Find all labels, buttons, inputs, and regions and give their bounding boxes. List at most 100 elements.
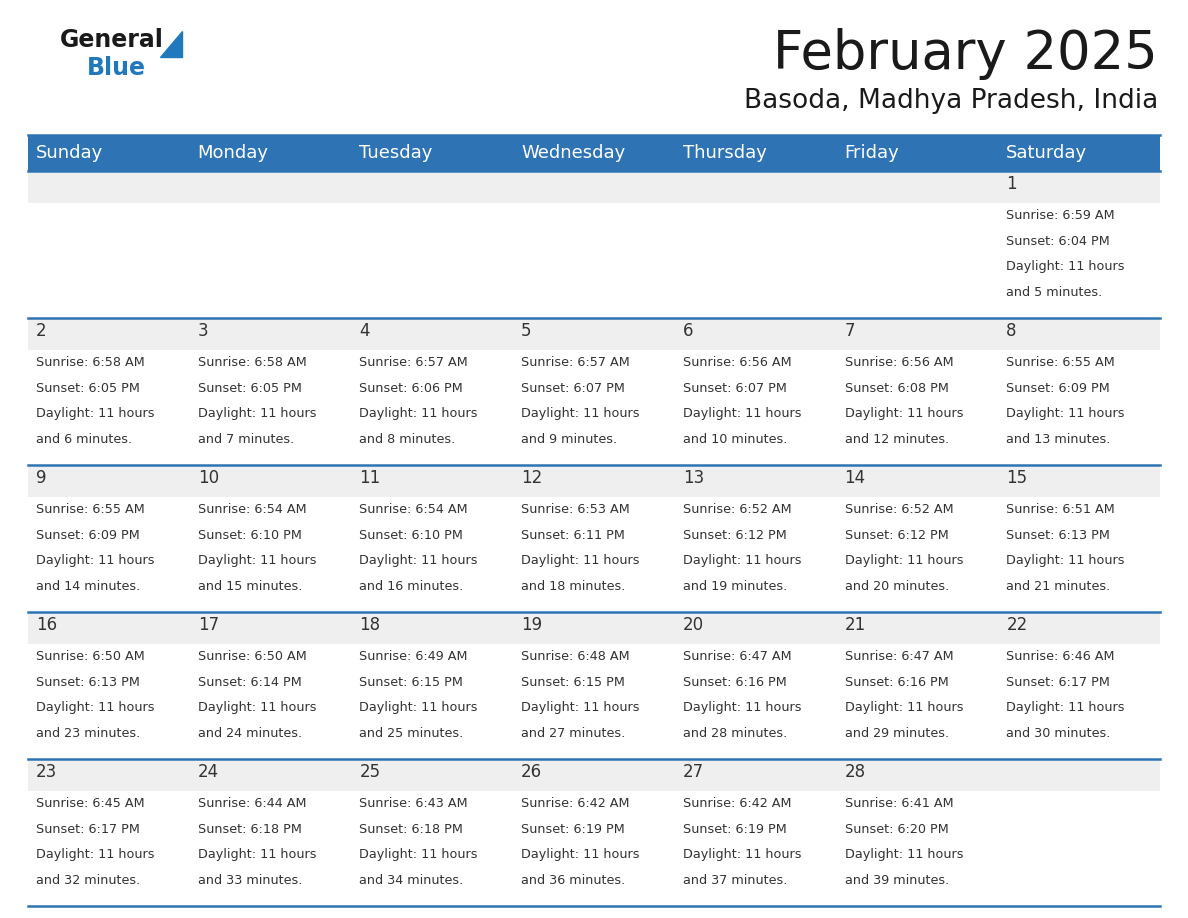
Text: 23: 23 [36, 763, 57, 781]
Bar [513, 759, 675, 906]
Text: and 37 minutes.: and 37 minutes. [683, 874, 788, 887]
Text: Sunrise: 6:55 AM: Sunrise: 6:55 AM [1006, 356, 1116, 369]
Text: Daylight: 11 hours: Daylight: 11 hours [36, 701, 154, 714]
Text: Sunrise: 6:43 AM: Sunrise: 6:43 AM [360, 798, 468, 811]
Text: and 6 minutes.: and 6 minutes. [36, 432, 132, 445]
Text: Sunrise: 6:41 AM: Sunrise: 6:41 AM [845, 798, 953, 811]
Text: and 14 minutes.: and 14 minutes. [36, 579, 140, 592]
Text: Sunset: 6:09 PM: Sunset: 6:09 PM [36, 529, 140, 542]
Text: Sunday: Sunday [36, 144, 103, 162]
Bar [675, 171, 836, 204]
Text: 22: 22 [1006, 616, 1028, 634]
Text: and 39 minutes.: and 39 minutes. [845, 874, 949, 887]
Text: Daylight: 11 hours: Daylight: 11 hours [522, 701, 639, 714]
Bar [675, 612, 836, 759]
Bar [836, 318, 998, 351]
Text: Sunset: 6:19 PM: Sunset: 6:19 PM [522, 823, 625, 835]
Text: Daylight: 11 hours: Daylight: 11 hours [1006, 701, 1125, 714]
Bar [190, 465, 352, 612]
Text: 2: 2 [36, 322, 46, 340]
Bar [998, 318, 1159, 465]
Text: Sunrise: 6:57 AM: Sunrise: 6:57 AM [360, 356, 468, 369]
Bar [29, 171, 190, 204]
Bar [29, 318, 190, 465]
Text: and 7 minutes.: and 7 minutes. [197, 432, 293, 445]
Text: 17: 17 [197, 616, 219, 634]
Bar [836, 759, 998, 906]
Text: Sunrise: 6:48 AM: Sunrise: 6:48 AM [522, 650, 630, 664]
Text: 15: 15 [1006, 469, 1028, 487]
Bar [513, 465, 675, 612]
Text: 24: 24 [197, 763, 219, 781]
Text: Sunrise: 6:49 AM: Sunrise: 6:49 AM [360, 650, 468, 664]
Text: 12: 12 [522, 469, 543, 487]
Text: Saturday: Saturday [1006, 144, 1087, 162]
Bar [836, 465, 998, 498]
Text: Daylight: 11 hours: Daylight: 11 hours [360, 848, 478, 861]
Text: Sunset: 6:09 PM: Sunset: 6:09 PM [1006, 382, 1110, 395]
Text: Basoda, Madhya Pradesh, India: Basoda, Madhya Pradesh, India [744, 88, 1158, 114]
Text: Daylight: 11 hours: Daylight: 11 hours [683, 554, 802, 567]
Text: Sunset: 6:19 PM: Sunset: 6:19 PM [683, 823, 786, 835]
Text: Daylight: 11 hours: Daylight: 11 hours [36, 407, 154, 420]
Bar [513, 612, 675, 644]
Text: and 30 minutes.: and 30 minutes. [1006, 726, 1111, 740]
Text: Sunrise: 6:58 AM: Sunrise: 6:58 AM [36, 356, 145, 369]
Text: and 20 minutes.: and 20 minutes. [845, 579, 949, 592]
Bar [352, 465, 513, 612]
Bar [29, 612, 190, 759]
Text: Blue: Blue [87, 56, 146, 80]
Text: Sunrise: 6:42 AM: Sunrise: 6:42 AM [522, 798, 630, 811]
Bar [29, 135, 1159, 171]
Bar [190, 465, 352, 498]
Bar [29, 318, 190, 351]
Bar [998, 612, 1159, 644]
Text: Sunset: 6:11 PM: Sunset: 6:11 PM [522, 529, 625, 542]
Bar [998, 171, 1159, 318]
Text: and 23 minutes.: and 23 minutes. [36, 726, 140, 740]
Bar [836, 318, 998, 465]
Polygon shape [160, 31, 182, 57]
Bar [513, 612, 675, 759]
Text: and 32 minutes.: and 32 minutes. [36, 874, 140, 887]
Text: and 33 minutes.: and 33 minutes. [197, 874, 302, 887]
Text: and 21 minutes.: and 21 minutes. [1006, 579, 1111, 592]
Bar [675, 171, 836, 318]
Bar [836, 612, 998, 644]
Bar [836, 171, 998, 318]
Text: 3: 3 [197, 322, 208, 340]
Text: Sunrise: 6:46 AM: Sunrise: 6:46 AM [1006, 650, 1114, 664]
Text: 27: 27 [683, 763, 704, 781]
Bar [998, 171, 1159, 204]
Text: Daylight: 11 hours: Daylight: 11 hours [36, 848, 154, 861]
Text: 28: 28 [845, 763, 866, 781]
Text: Daylight: 11 hours: Daylight: 11 hours [683, 701, 802, 714]
Text: 14: 14 [845, 469, 866, 487]
Text: 26: 26 [522, 763, 542, 781]
Text: Tuesday: Tuesday [360, 144, 432, 162]
Text: Sunset: 6:08 PM: Sunset: 6:08 PM [845, 382, 948, 395]
Bar [675, 318, 836, 351]
Text: Sunset: 6:10 PM: Sunset: 6:10 PM [360, 529, 463, 542]
Text: 9: 9 [36, 469, 46, 487]
Text: Sunset: 6:16 PM: Sunset: 6:16 PM [683, 676, 786, 688]
Text: Sunset: 6:16 PM: Sunset: 6:16 PM [845, 676, 948, 688]
Text: 11: 11 [360, 469, 380, 487]
Text: 5: 5 [522, 322, 532, 340]
Text: Daylight: 11 hours: Daylight: 11 hours [683, 407, 802, 420]
Text: Daylight: 11 hours: Daylight: 11 hours [360, 407, 478, 420]
Text: Sunrise: 6:52 AM: Sunrise: 6:52 AM [845, 503, 953, 516]
Text: Sunset: 6:05 PM: Sunset: 6:05 PM [197, 382, 302, 395]
Bar [190, 759, 352, 791]
Text: Sunset: 6:17 PM: Sunset: 6:17 PM [1006, 676, 1110, 688]
Text: and 29 minutes.: and 29 minutes. [845, 726, 949, 740]
Bar [29, 171, 190, 318]
Text: Sunset: 6:13 PM: Sunset: 6:13 PM [36, 676, 140, 688]
Text: Sunset: 6:20 PM: Sunset: 6:20 PM [845, 823, 948, 835]
Bar [29, 759, 190, 906]
Text: 6: 6 [683, 322, 694, 340]
Text: Sunrise: 6:54 AM: Sunrise: 6:54 AM [360, 503, 468, 516]
Text: Sunrise: 6:52 AM: Sunrise: 6:52 AM [683, 503, 791, 516]
Text: Daylight: 11 hours: Daylight: 11 hours [683, 848, 802, 861]
Text: Sunrise: 6:42 AM: Sunrise: 6:42 AM [683, 798, 791, 811]
